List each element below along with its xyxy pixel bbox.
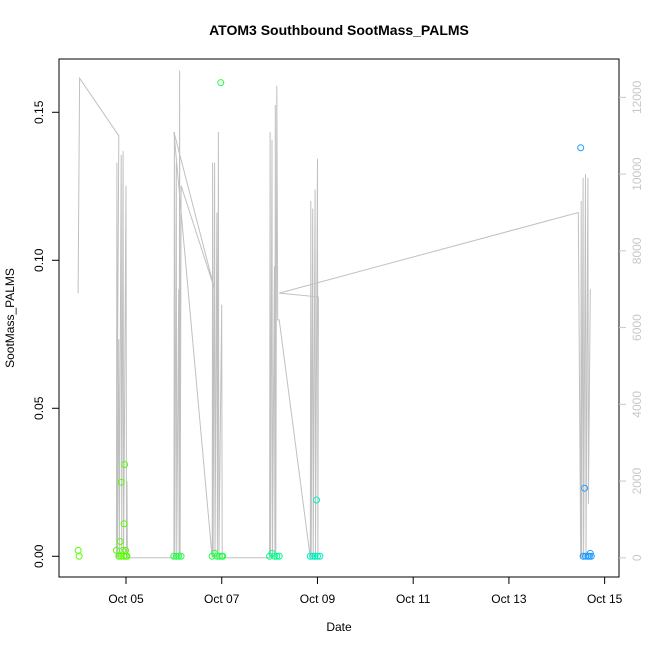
data-point	[170, 552, 178, 560]
data-point	[581, 484, 589, 492]
data-point	[120, 520, 128, 528]
y2-tick-label: 0	[630, 554, 644, 561]
data-point	[175, 552, 183, 560]
data-point	[275, 552, 283, 560]
data-point	[120, 552, 128, 560]
x-tick-label: Oct 09	[300, 592, 336, 606]
data-point	[306, 552, 314, 560]
y2-tick-label: 4000	[630, 391, 644, 418]
data-point	[117, 478, 125, 486]
data-point	[309, 552, 317, 560]
x-tick-label: Oct 15	[587, 592, 623, 606]
data-point	[74, 546, 82, 554]
data-point	[270, 552, 278, 560]
y2-tick-label: 8000	[630, 237, 644, 264]
chart-title: ATOM3 Southbound SootMass_PALMS	[209, 22, 469, 38]
data-point	[586, 549, 594, 557]
plot-frame	[58, 58, 620, 578]
x-tick-label: Oct 11	[396, 592, 431, 606]
x-tick-label: Oct 13	[491, 592, 527, 606]
data-point	[115, 552, 123, 560]
data-point	[217, 79, 225, 87]
data-point	[215, 552, 223, 560]
data-point	[75, 552, 83, 560]
y-tick-label: 0.00	[32, 544, 46, 568]
y2-tick-label: 6000	[630, 314, 644, 341]
data-point	[117, 552, 125, 560]
data-point	[585, 552, 593, 560]
data-point	[273, 552, 281, 560]
data-point	[172, 552, 180, 560]
y-tick-label: 0.15	[32, 100, 46, 124]
data-point	[311, 552, 319, 560]
x-axis-label: Date	[326, 620, 352, 634]
data-point	[116, 537, 124, 545]
data-point	[219, 552, 227, 560]
data-point	[577, 144, 585, 152]
x-tick-label: Oct 05	[108, 592, 144, 606]
y-tick-label: 0.10	[32, 248, 46, 272]
y2-tick-label: 12000	[630, 80, 644, 114]
data-point	[587, 552, 595, 560]
data-point	[121, 461, 129, 469]
y2-tick-label: 10000	[630, 157, 644, 191]
series-line	[77, 70, 591, 559]
data-point	[316, 552, 324, 560]
data-point	[313, 496, 321, 504]
y2-tick-label: 2000	[630, 467, 644, 494]
data-point	[177, 552, 185, 560]
plot-area: Oct 05 Oct 07 Oct 09 Oct 11 Oct 13 Oct 15 0.00…	[32, 58, 644, 606]
y-axis-label: SootMass_PALMS	[3, 268, 17, 368]
y-tick-label: 0.05	[32, 396, 46, 420]
data-point	[313, 552, 321, 560]
x-tick-label: Oct 07	[204, 592, 240, 606]
